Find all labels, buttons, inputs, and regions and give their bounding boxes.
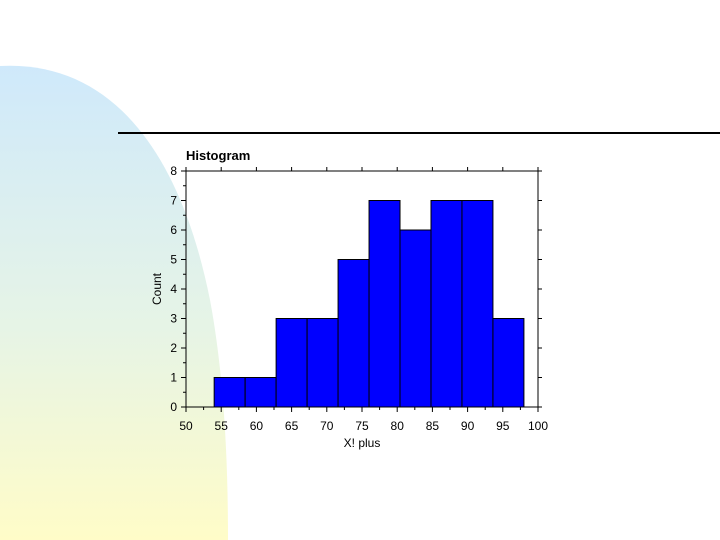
histogram-bar-5 <box>337 259 370 408</box>
histogram-bar-9 <box>461 200 494 408</box>
x-tick-label: 50 <box>179 419 193 433</box>
header-divider-line <box>118 132 720 134</box>
histogram-bar-6 <box>368 200 401 408</box>
x-tick-label: 65 <box>285 419 299 433</box>
histogram-bar-8 <box>430 200 463 408</box>
histogram-bar-2 <box>244 377 277 408</box>
y-tick-label: 7 <box>170 194 177 208</box>
x-tick-label: 55 <box>215 419 229 433</box>
y-tick-label: 3 <box>170 312 177 326</box>
y-tick-label: 1 <box>170 371 177 385</box>
x-tick-label: 100 <box>528 419 548 433</box>
y-axis-title: Count <box>150 272 164 305</box>
x-tick-label: 70 <box>320 419 334 433</box>
histogram-bar-4 <box>306 318 339 408</box>
histogram-bar-10 <box>492 318 525 408</box>
y-tick-label: 8 <box>170 164 177 178</box>
x-axis-title: X! plus <box>344 436 381 450</box>
x-tick-label: 75 <box>355 419 369 433</box>
x-tick-label: 95 <box>496 419 510 433</box>
x-tick-label: 60 <box>250 419 264 433</box>
y-tick-label: 0 <box>170 400 177 414</box>
y-tick-label: 4 <box>170 282 177 296</box>
y-tick-label: 6 <box>170 223 177 237</box>
histogram-bar-7 <box>399 229 432 408</box>
x-tick-label: 85 <box>426 419 440 433</box>
chart-title: Histogram <box>186 148 250 163</box>
x-tick-label: 90 <box>461 419 475 433</box>
histogram-bar-3 <box>275 318 308 408</box>
y-tick-label: 5 <box>170 253 177 267</box>
x-tick-label: 80 <box>391 419 405 433</box>
y-tick-label: 2 <box>170 341 177 355</box>
histogram-bar-1 <box>213 377 246 408</box>
